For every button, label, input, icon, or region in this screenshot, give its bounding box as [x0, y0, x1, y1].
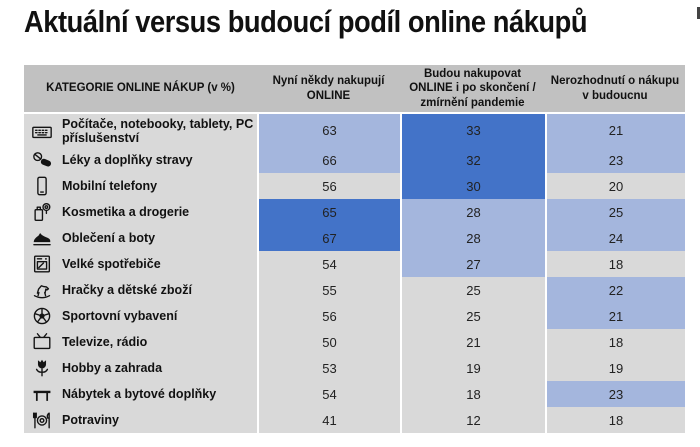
value-cell: 12 [400, 407, 545, 434]
table-body: Počítače, notebooky, tablety, PC přísluš… [24, 114, 685, 434]
value-cell: 21 [545, 303, 685, 330]
table-row: Mobilní telefony 56 30 20 [24, 173, 685, 200]
value-cell: 23 [545, 381, 685, 408]
appliance-icon [27, 253, 57, 275]
category-label: Počítače, notebooky, tablety, PC přísluš… [62, 116, 254, 145]
category-label: Potraviny [62, 413, 119, 428]
category-cell: Hobby a zahrada [24, 355, 257, 382]
category-cell: Sportovní vybavení [24, 303, 257, 330]
table-row: Léky a doplňky stravy 66 32 23 [24, 147, 685, 174]
value-cell: 25 [545, 199, 685, 226]
value-cell: 24 [545, 225, 685, 252]
col-header-current: Nyní někdy nakupují ONLINE [257, 65, 400, 115]
value-cell: 50 [257, 329, 400, 356]
value-cell: 18 [545, 251, 685, 278]
value-cell: 18 [545, 329, 685, 356]
keyboard-icon [27, 120, 57, 142]
phone-icon [27, 175, 57, 197]
value-cell: 27 [400, 251, 545, 278]
value-cell: 19 [545, 355, 685, 382]
category-cell: Kosmetika a drogerie [24, 199, 257, 226]
shoe-icon [27, 227, 57, 249]
value-cell: 18 [545, 407, 685, 434]
category-cell: Oblečení a boty [24, 225, 257, 252]
rocking-horse-icon [27, 279, 57, 301]
value-cell: 65 [257, 199, 400, 226]
category-label: Hobby a zahrada [62, 361, 163, 376]
category-label: Oblečení a boty [62, 231, 156, 246]
table-row: Počítače, notebooky, tablety, PC přísluš… [24, 114, 685, 148]
category-label: Velké spotřebiče [62, 257, 161, 272]
value-cell: 56 [257, 303, 400, 330]
page-title: Aktuální versus budoucí podíl online nák… [24, 4, 588, 39]
value-cell: 20 [545, 173, 685, 200]
col-header-future: Budou nakupovat ONLINE i po skončení / z… [400, 65, 545, 115]
value-cell: 41 [257, 407, 400, 434]
category-cell: Velké spotřebiče [24, 251, 257, 278]
value-cell: 25 [400, 277, 545, 304]
value-cell: 63 [257, 114, 400, 148]
header-row: KATEGORIE ONLINE NÁKUP (v %) Nyní někdy … [24, 65, 685, 115]
value-cell: 54 [257, 251, 400, 278]
category-cell: Počítače, notebooky, tablety, PC přísluš… [24, 114, 257, 148]
table-row: Potraviny 41 12 18 [24, 407, 685, 434]
value-cell: 56 [257, 173, 400, 200]
ball-icon [27, 305, 57, 327]
category-cell: Mobilní telefony [24, 173, 257, 200]
value-cell: 28 [400, 199, 545, 226]
value-cell: 66 [257, 147, 400, 174]
category-label: Mobilní telefony [62, 179, 158, 194]
online-purchase-table: KATEGORIE ONLINE NÁKUP (v %) Nyní někdy … [24, 65, 685, 434]
col-header-category: KATEGORIE ONLINE NÁKUP (v %) [24, 65, 257, 115]
table-row: Velké spotřebiče 54 27 18 [24, 251, 685, 278]
table-row: Kosmetika a drogerie 65 28 25 [24, 199, 685, 226]
value-cell: 54 [257, 381, 400, 408]
cosmetics-icon [27, 201, 57, 223]
table-row: Nábytek a bytové doplňky 54 18 23 [24, 381, 685, 408]
category-label: Nábytek a bytové doplňky [62, 387, 217, 402]
value-cell: 21 [400, 329, 545, 356]
cropped-edge-mark [697, 7, 700, 19]
value-cell: 23 [545, 147, 685, 174]
value-cell: 19 [400, 355, 545, 382]
tv-icon [27, 331, 57, 353]
category-label: Sportovní vybavení [62, 309, 178, 324]
table-row: Oblečení a boty 67 28 24 [24, 225, 685, 252]
table-row: Hobby a zahrada 53 19 19 [24, 355, 685, 382]
value-cell: 53 [257, 355, 400, 382]
category-cell: Televize, rádio [24, 329, 257, 356]
table-row: Televize, rádio 50 21 18 [24, 329, 685, 356]
value-cell: 55 [257, 277, 400, 304]
flower-icon [27, 357, 57, 379]
value-cell: 21 [545, 114, 685, 148]
value-cell: 32 [400, 147, 545, 174]
category-label: Televize, rádio [62, 335, 148, 350]
value-cell: 67 [257, 225, 400, 252]
value-cell: 33 [400, 114, 545, 148]
value-cell: 25 [400, 303, 545, 330]
value-cell: 30 [400, 173, 545, 200]
furniture-icon [27, 383, 57, 405]
table-row: Sportovní vybavení 56 25 21 [24, 303, 685, 330]
category-label: Léky a doplňky stravy [62, 153, 193, 168]
table-row: Hračky a dětské zboží 55 25 22 [24, 277, 685, 304]
value-cell: 18 [400, 381, 545, 408]
value-cell: 28 [400, 225, 545, 252]
category-cell: Potraviny [24, 407, 257, 434]
food-icon [27, 409, 57, 431]
col-header-undecided: Nerozhodnutí o nákupu v budoucnu [545, 65, 685, 115]
value-cell: 22 [545, 277, 685, 304]
category-cell: Nábytek a bytové doplňky [24, 381, 257, 408]
category-cell: Hračky a dětské zboží [24, 277, 257, 304]
category-cell: Léky a doplňky stravy [24, 147, 257, 174]
category-label: Hračky a dětské zboží [62, 283, 192, 298]
pills-icon [27, 149, 57, 171]
category-label: Kosmetika a drogerie [62, 205, 190, 220]
